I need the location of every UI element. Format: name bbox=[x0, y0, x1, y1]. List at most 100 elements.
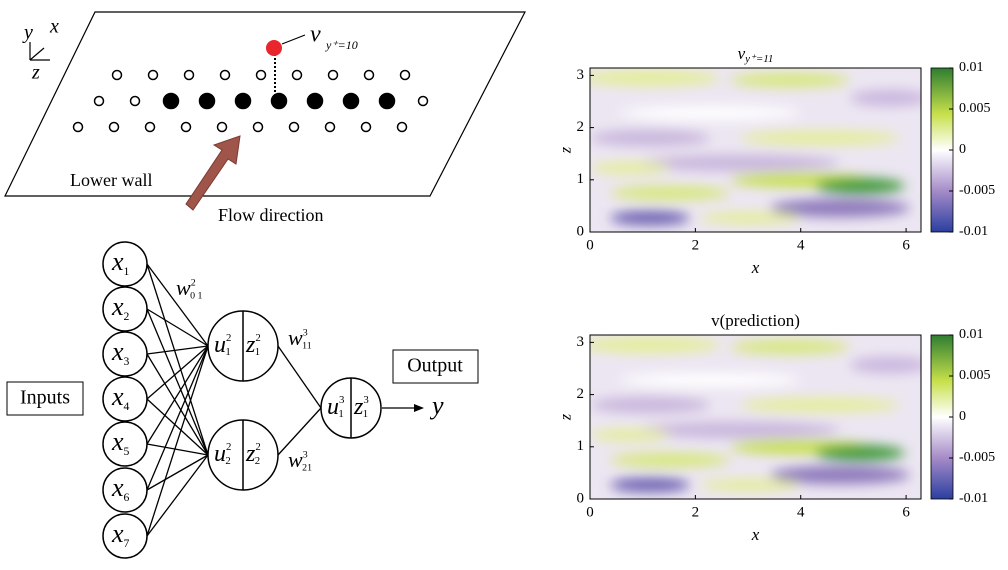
x-tick-label: 2 bbox=[692, 504, 700, 520]
colorbar-tick-label: -0.005 bbox=[959, 450, 995, 465]
leader bbox=[282, 35, 305, 44]
subscript: 1 bbox=[225, 347, 230, 359]
subscript: 4 bbox=[124, 399, 130, 412]
symbol-base: u bbox=[214, 441, 226, 467]
sensor bbox=[146, 123, 155, 132]
x-tick-label: 4 bbox=[797, 504, 805, 520]
symbol-base: x bbox=[111, 247, 124, 276]
sensor bbox=[74, 123, 83, 132]
sensor bbox=[308, 94, 323, 109]
symbol-base: x bbox=[111, 292, 124, 321]
y-tick-label: 2 bbox=[577, 386, 585, 402]
superscript: 3 bbox=[339, 394, 344, 406]
chart-title: v(prediction) bbox=[711, 311, 800, 330]
probe-point bbox=[266, 40, 282, 56]
y-tick-label: 2 bbox=[577, 119, 585, 135]
subscript: 21 bbox=[302, 463, 312, 474]
symbol: w3 21 bbox=[288, 447, 312, 474]
subscript: 1 bbox=[363, 409, 368, 421]
x-tick-label: 0 bbox=[586, 237, 594, 253]
title-main: v(prediction) bbox=[711, 311, 800, 330]
axis-label: z bbox=[31, 62, 40, 84]
sensor bbox=[398, 123, 407, 132]
superscript: 2 bbox=[226, 332, 231, 344]
sensor bbox=[329, 71, 338, 80]
sensor bbox=[362, 123, 371, 132]
symbol-base: x bbox=[111, 382, 124, 411]
subscript: 0 1 bbox=[190, 291, 202, 302]
edge bbox=[147, 455, 208, 490]
wall-label: Lower wall bbox=[70, 170, 152, 190]
sensor bbox=[254, 123, 263, 132]
edge bbox=[278, 346, 321, 408]
superscript: 3 bbox=[303, 450, 308, 461]
superscript: 2 bbox=[226, 441, 231, 453]
subscript: 3 bbox=[124, 354, 130, 367]
sensor bbox=[221, 71, 230, 80]
colorbar-tick-label: 0.01 bbox=[959, 60, 984, 75]
probe-label: v bbox=[310, 22, 321, 48]
x-tick-label: 4 bbox=[797, 237, 805, 253]
wall-plane bbox=[5, 12, 525, 196]
colorbar-tick-label: 0.005 bbox=[959, 101, 991, 116]
inputs-label: Inputs bbox=[20, 387, 70, 409]
colorbar-tick-label: -0.01 bbox=[959, 491, 988, 506]
sensor bbox=[401, 71, 410, 80]
symbol: w20 1 bbox=[176, 275, 203, 302]
edge bbox=[147, 309, 208, 346]
symbol-base: w bbox=[288, 447, 303, 472]
sensor bbox=[200, 94, 215, 109]
y-tick-label: 1 bbox=[577, 438, 585, 454]
x-tick-label: 2 bbox=[692, 237, 700, 253]
figure: y x z v y⁺=10 Lower wall Flow direction … bbox=[0, 0, 1008, 570]
sensor-array bbox=[74, 71, 428, 132]
edge bbox=[147, 346, 208, 354]
symbol-base: w bbox=[288, 325, 303, 350]
contour-plot bbox=[580, 68, 930, 232]
colorbar-tick-label: 0 bbox=[959, 142, 966, 157]
axis-label: y bbox=[22, 22, 33, 44]
symbol-base: x bbox=[111, 473, 124, 502]
sensor bbox=[113, 71, 122, 80]
subscript: 1 bbox=[124, 264, 130, 277]
schematic: y x z v y⁺=10 Lower wall Flow direction bbox=[5, 12, 525, 225]
arrow-head bbox=[414, 404, 424, 412]
sensor bbox=[131, 97, 140, 106]
subscript: 6 bbox=[124, 490, 130, 503]
symbol-base: x bbox=[111, 519, 124, 548]
colorbar-tick-label: 0 bbox=[959, 409, 966, 424]
sensor bbox=[257, 71, 266, 80]
contour-field bbox=[580, 335, 930, 499]
sensor bbox=[236, 94, 251, 109]
colorbar-tick-label: 0.01 bbox=[959, 327, 984, 342]
colorbar-tick-label: -0.01 bbox=[959, 224, 988, 239]
symbol-base: w bbox=[176, 275, 191, 300]
superscript: 3 bbox=[303, 328, 308, 339]
symbol-base: u bbox=[327, 394, 339, 420]
subscript: 2 bbox=[255, 456, 260, 468]
sensor bbox=[290, 123, 299, 132]
sensor bbox=[182, 123, 191, 132]
symbol-base: u bbox=[214, 332, 226, 358]
sensor bbox=[272, 94, 287, 109]
subscript: 7 bbox=[124, 536, 130, 549]
sensor bbox=[185, 71, 194, 80]
output-symbol: y bbox=[429, 391, 444, 420]
sensor bbox=[95, 97, 104, 106]
title-subscript: y⁺=11 bbox=[744, 53, 773, 65]
chart-title: vy⁺=11 bbox=[738, 44, 774, 65]
x-axis-label: x bbox=[751, 258, 760, 277]
subscript: 11 bbox=[302, 341, 312, 352]
sensor bbox=[419, 97, 428, 106]
contour-field bbox=[580, 68, 930, 232]
superscript: 2 bbox=[255, 332, 260, 344]
sensor bbox=[164, 94, 179, 109]
colorbar-tick-label: 0.005 bbox=[959, 368, 991, 383]
y-tick-label: 3 bbox=[577, 334, 585, 350]
y-axis-label: z bbox=[558, 146, 575, 154]
subscript: 1 bbox=[255, 347, 260, 359]
probe-subscript: y⁺=10 bbox=[325, 38, 358, 52]
y-axis-label: z bbox=[558, 413, 575, 421]
sensor bbox=[110, 123, 119, 132]
x-tick-label: 6 bbox=[902, 504, 910, 520]
